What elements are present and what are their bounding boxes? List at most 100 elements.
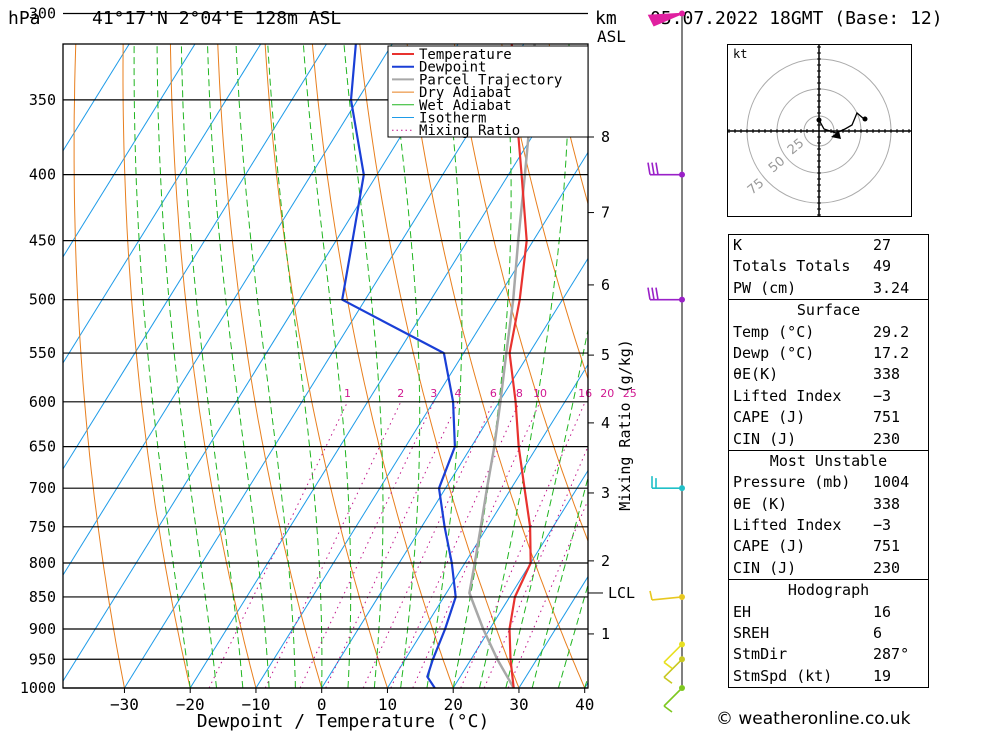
wet-adiabat-line [531, 475, 588, 688]
lcl-label: LCL [608, 584, 635, 602]
mu-cape-value: 751 [873, 537, 901, 556]
temp-tick-label: 40 [575, 695, 594, 714]
surface-theta-value: 338 [873, 365, 901, 384]
wet-adiabat-line [235, 44, 296, 688]
k-index-row: K 27 [729, 235, 928, 256]
hodograph-point [816, 117, 822, 123]
sreh-value: 6 [873, 624, 883, 643]
temp-tick-label: −30 [110, 695, 139, 714]
wind-barb [663, 643, 683, 669]
sounding-datetime: 05.07.2022 18GMT (Base: 12) [650, 8, 943, 29]
mixing-ratio-label-10: 10 [533, 387, 547, 400]
credit-link[interactable]: © weatheronline.co.uk [716, 709, 911, 729]
surface-dewp-label: Dewp (°C) [733, 343, 815, 362]
wet-adiabat-line [426, 44, 463, 688]
legend-entry: Temperature [419, 47, 512, 63]
eh-value: 16 [873, 602, 892, 621]
surface-cin-value: 230 [873, 429, 901, 448]
mixing-ratio-label-6: 6 [490, 387, 497, 400]
surface-title: Surface [796, 301, 861, 320]
mu-li-value: −3 [873, 516, 892, 535]
asl-axis-unit: ASL [597, 27, 626, 46]
km-tick-label-6: 6 [601, 276, 610, 294]
temp-tick-label: 0 [317, 695, 327, 714]
stmspd-label: StmSpd (kt) [733, 666, 833, 685]
sreh-label: SREH [733, 624, 770, 643]
wind-barb [663, 658, 683, 684]
dry-adiabat-line [923, 0, 1000, 715]
surface-temp-value: 29.2 [873, 322, 910, 341]
pw-label: PW (cm) [733, 278, 797, 297]
surface-temp-label: Temp (°C) [733, 322, 815, 341]
wind-barb [647, 287, 682, 301]
mixing-ratio-line [412, 401, 541, 688]
wet-adiabat-line [302, 44, 352, 688]
mixing-ratio-label-16: 16 [578, 387, 592, 400]
mixing-ratio-label-25: 25 [623, 387, 637, 400]
hodograph-table-section: Hodograph EH 16 SREH 6 StmDir 287° StmSpd (… [729, 579, 928, 687]
stmdir-label: StmDir [733, 645, 788, 664]
k-index-value: 27 [873, 236, 892, 254]
mu-cin-value: 230 [873, 558, 901, 577]
mixing-ratio-line [208, 401, 349, 688]
mixing-ratio-line [264, 401, 402, 688]
wind-barb [649, 590, 683, 601]
mu-cape-label: CAPE (J) [733, 537, 806, 556]
mixing-ratio-label-8: 8 [516, 387, 523, 400]
temp-tick-label: −20 [176, 695, 205, 714]
legend-box [387, 45, 589, 138]
mu-theta-value: 338 [873, 494, 901, 513]
wet-adiabat-line [505, 327, 588, 688]
surface-li-label: Lifted Index [733, 386, 842, 405]
mixing-ratio-label-20: 20 [600, 387, 614, 400]
hodograph-ring-label: 25 [785, 136, 807, 158]
mu-cin-label: CIN (J) [733, 558, 797, 577]
pressure-tick-label-450: 450 [29, 232, 56, 250]
legend-entry: Parcel Trajectory [419, 72, 562, 88]
pressure-tick-label-950: 950 [29, 650, 56, 668]
stmdir-value: 287° [873, 645, 910, 664]
hodograph-table-title: Hodograph [787, 581, 870, 600]
mu-theta-label: θE (K) [733, 494, 788, 513]
temp-tick-label: 10 [378, 695, 397, 714]
hodograph-trace [818, 111, 865, 134]
wet-adiabat-line [267, 44, 323, 688]
pressure-tick-label-850: 850 [29, 588, 56, 606]
storm-motion-arrow [831, 131, 841, 139]
dry-adiabat-line [967, 0, 1000, 715]
wind-barb [647, 162, 682, 176]
km-tick-label-1: 1 [601, 625, 610, 643]
wet-adiabat-line [156, 44, 217, 688]
km-tick-label-2: 2 [601, 552, 610, 570]
mu-pressure-value: 1004 [873, 473, 910, 492]
surface-theta-label: θE(K) [733, 365, 779, 384]
k-index-label: K [733, 236, 743, 254]
km-tick-label-5: 5 [601, 346, 610, 364]
km-tick-label-7: 7 [601, 204, 610, 222]
km-tick-label-8: 8 [601, 128, 610, 146]
dry-adiabat-line [501, 44, 588, 381]
surface-cape-value: 751 [873, 408, 901, 427]
totals-totals-row: Totals Totals 49 [729, 256, 928, 277]
dry-adiabat-line [169, 44, 257, 688]
surface-cin-label: CIN (J) [733, 429, 797, 448]
isotherm-line [387, 363, 588, 688]
pressure-tick-label-600: 600 [29, 393, 56, 411]
legend-entry: Wet Adiabat [419, 98, 512, 114]
eh-label: EH [733, 602, 752, 621]
most-unstable-title: Most Unstable [769, 451, 888, 470]
stmspd-value: 19 [873, 666, 892, 685]
totals-totals-value: 49 [873, 257, 892, 276]
mixing-ratio-label-4: 4 [454, 387, 461, 400]
km-axis-unit: km [595, 8, 617, 29]
wet-adiabat-line [180, 44, 244, 688]
mixing-ratio-line [507, 498, 588, 688]
isotherm-line [0, 0, 14, 688]
wet-adiabat-line [390, 44, 421, 688]
wet-adiabat-line [557, 583, 588, 688]
wind-barb [663, 687, 683, 713]
mixing-ratio-line [483, 445, 588, 688]
mu-li-label: Lifted Index [733, 516, 842, 535]
surface-li-value: −3 [873, 386, 892, 405]
